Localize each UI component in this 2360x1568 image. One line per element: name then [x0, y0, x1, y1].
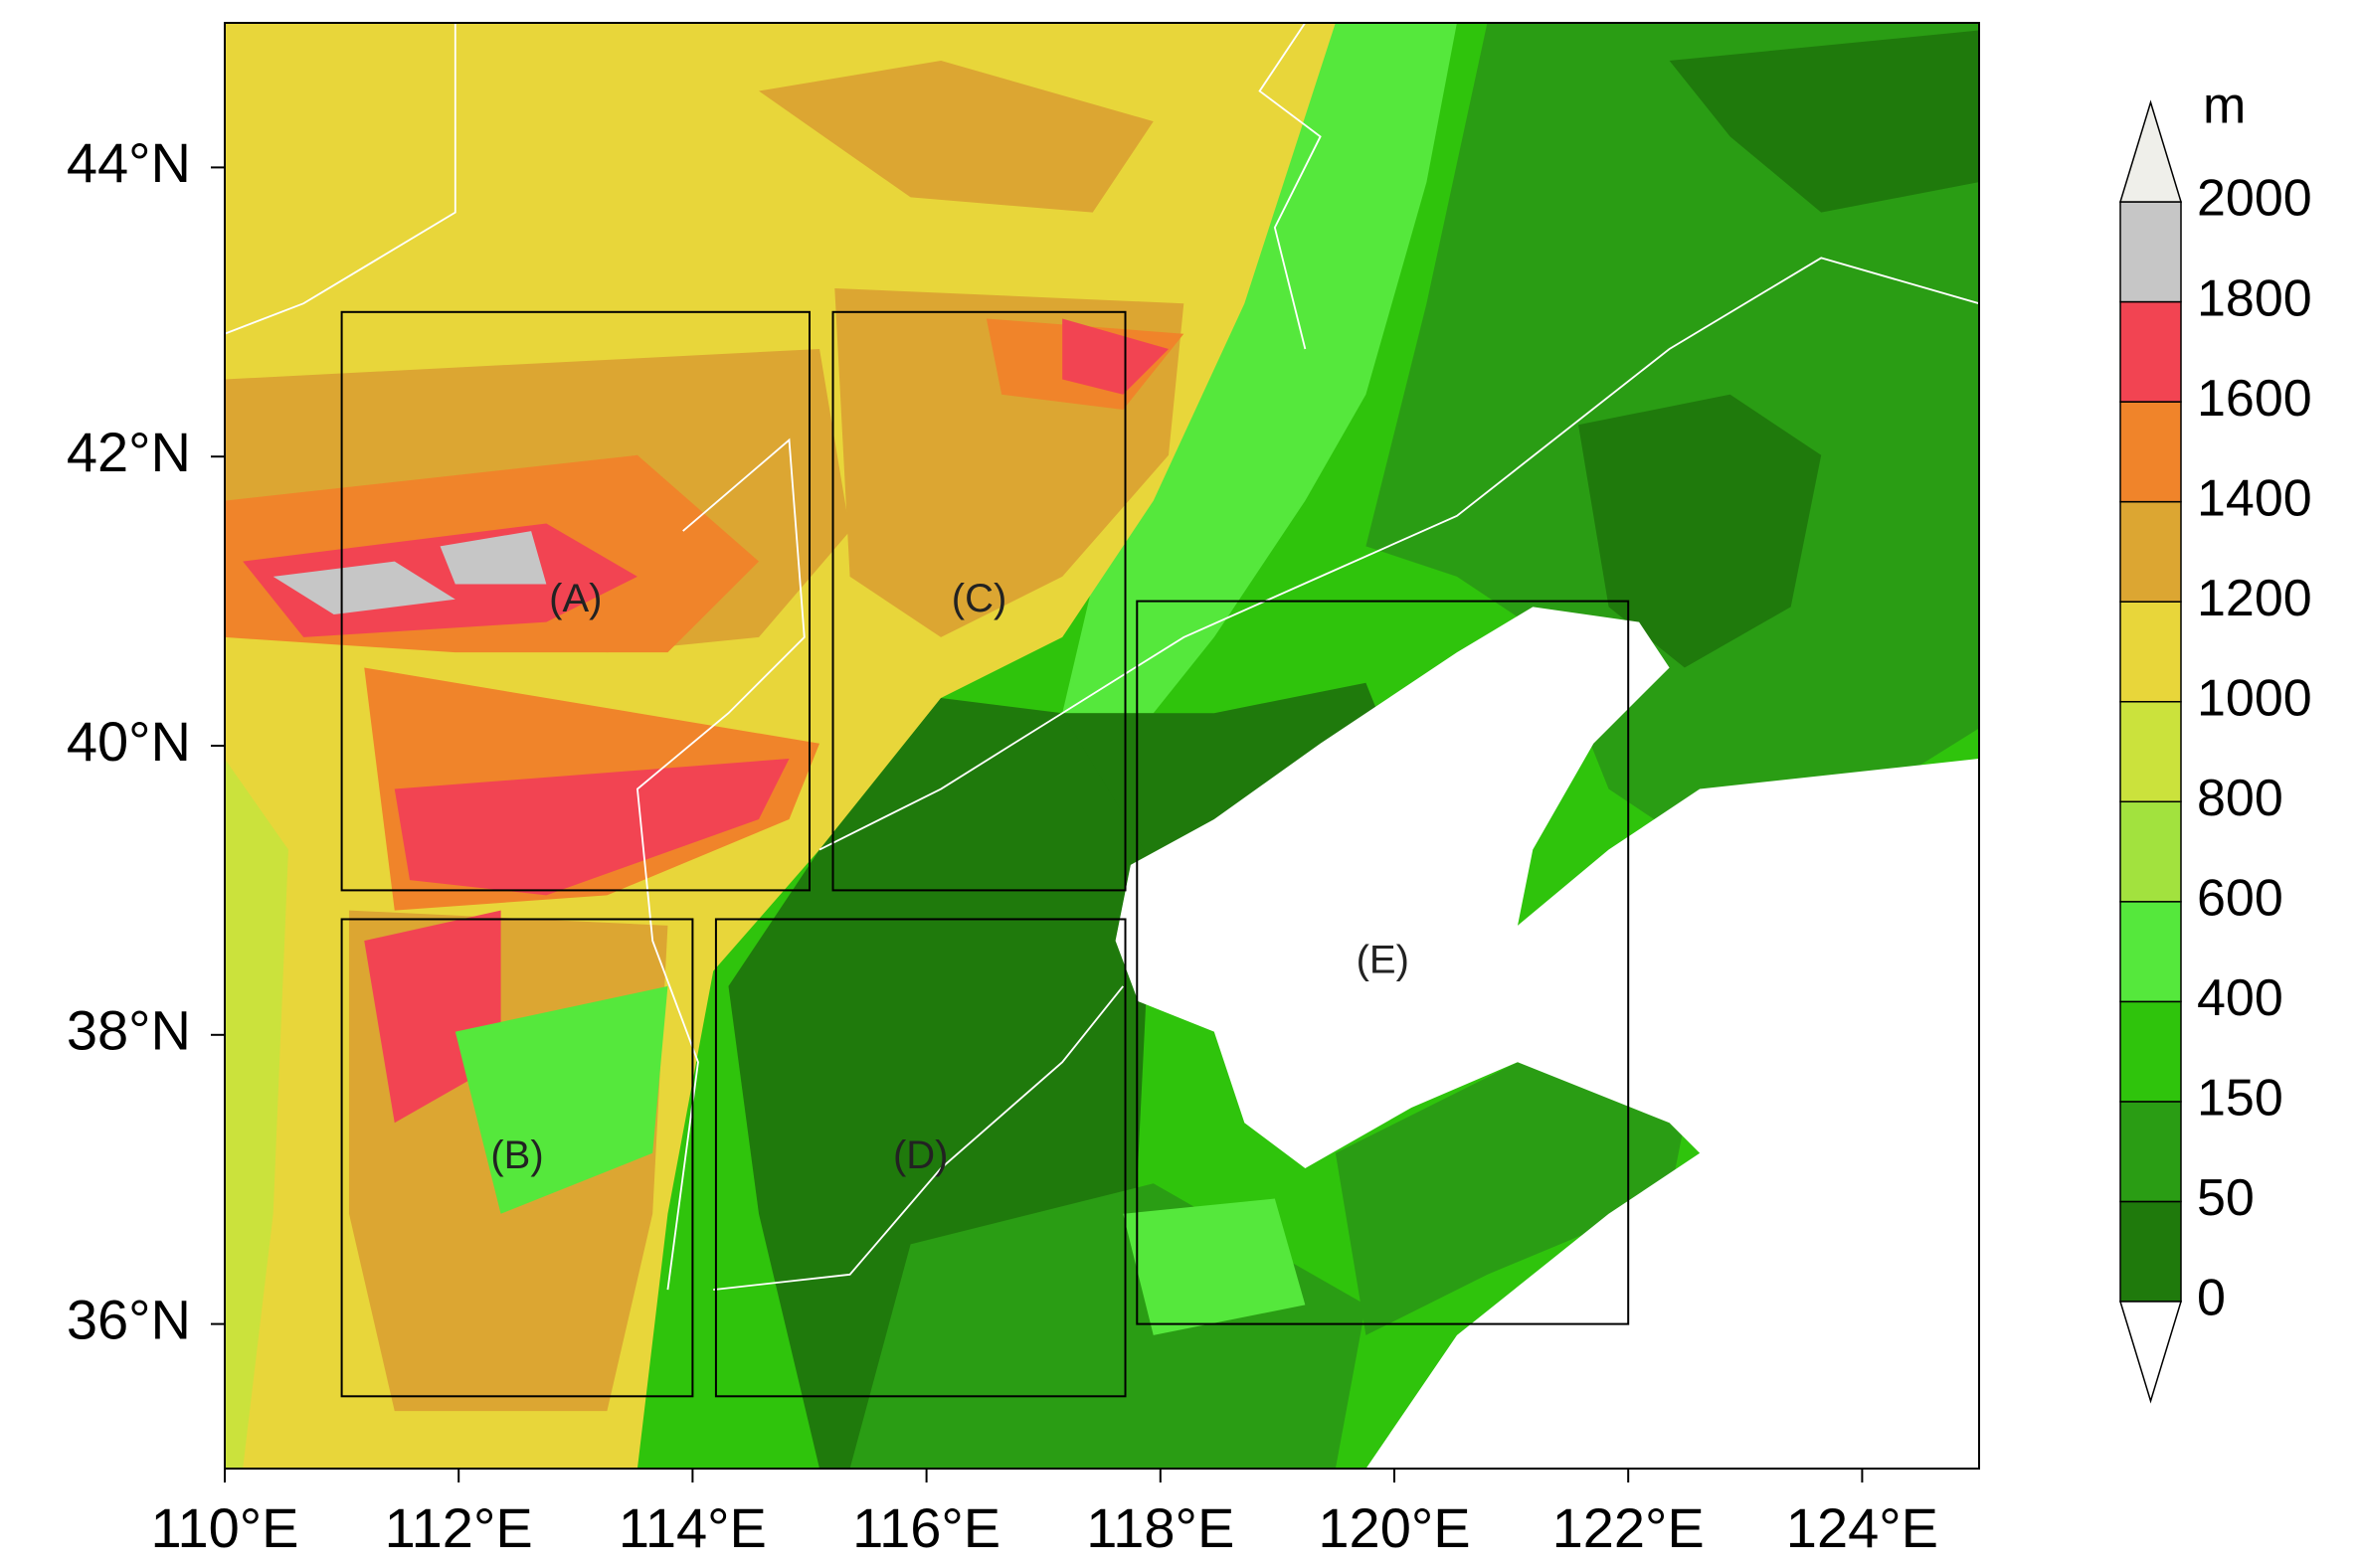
colorbar-label: 1800 [2197, 269, 2312, 327]
colorbar-label: 1200 [2197, 570, 2312, 627]
colorbar-label: 1600 [2197, 370, 2312, 428]
region-box [340, 310, 811, 892]
colorbar-segment [2119, 300, 2182, 403]
colorbar-under [2118, 1301, 2183, 1404]
colorbar-over [2118, 99, 2183, 203]
colorbar-label: 1400 [2197, 469, 2312, 527]
colorbar-label: 50 [2197, 1169, 2255, 1227]
x-tick-label: 112°E [385, 1496, 533, 1559]
x-tick-label: 122°E [1552, 1496, 1705, 1559]
y-tick-label: 38°N [67, 999, 191, 1062]
region-label: (A) [549, 577, 602, 620]
colorbar-segment [2119, 500, 2182, 603]
colorbar-segment [2119, 800, 2182, 903]
colorbar-label: 0 [2197, 1270, 2226, 1327]
y-tick-label: 40°N [67, 710, 191, 773]
y-tick-label: 44°N [67, 131, 191, 194]
x-tick-label: 118°E [1086, 1496, 1234, 1559]
colorbar-label: 150 [2197, 1070, 2283, 1128]
region-label: (C) [952, 577, 1007, 620]
x-tick-label: 120°E [1318, 1496, 1470, 1559]
colorbar-segment [2119, 1101, 2182, 1203]
region-box [831, 310, 1127, 892]
colorbar-segment [2119, 700, 2182, 803]
colorbar-segment [2119, 1200, 2182, 1303]
colorbar-unit: m [2203, 78, 2246, 135]
colorbar-label: 600 [2197, 870, 2283, 928]
region-box [714, 918, 1127, 1398]
colorbar-label: 400 [2197, 969, 2283, 1027]
colorbar-label: 800 [2197, 770, 2283, 827]
x-tick-label: 116°E [852, 1496, 1000, 1559]
region-box [1136, 600, 1630, 1325]
x-tick-label: 114°E [619, 1496, 767, 1559]
colorbar-segment [2119, 201, 2182, 303]
region-box [340, 918, 694, 1398]
y-tick-label: 36°N [67, 1288, 191, 1350]
x-tick-label: 110°E [150, 1496, 298, 1559]
colorbar-segment [2119, 601, 2182, 703]
region-label: (D) [893, 1133, 949, 1177]
region-label: (B) [490, 1133, 543, 1177]
colorbar-segment [2119, 901, 2182, 1003]
colorbar-label: 2000 [2197, 170, 2312, 228]
colorbar-label: 1000 [2197, 669, 2312, 727]
x-tick-label: 124°E [1786, 1496, 1938, 1559]
region-label: (E) [1357, 939, 1409, 982]
terrain [224, 22, 1979, 1470]
colorbar-segment [2119, 1000, 2182, 1103]
colorbar-segment [2119, 401, 2182, 503]
y-tick-label: 42°N [67, 421, 191, 483]
